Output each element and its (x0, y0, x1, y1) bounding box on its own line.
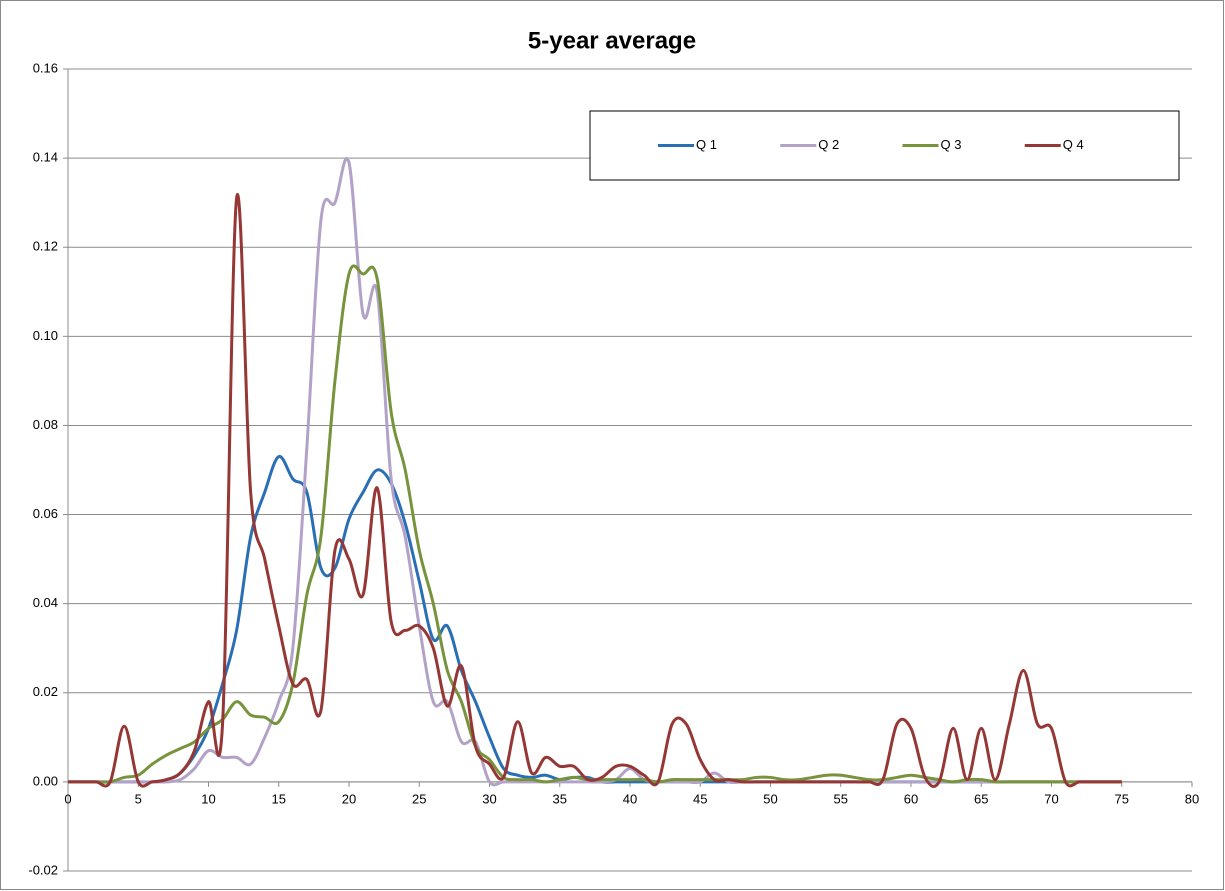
legend-label: Q 1 (696, 137, 717, 152)
x-tick-label: 15 (272, 791, 286, 806)
x-tick-label: 35 (553, 791, 567, 806)
x-tick-label: 80 (1185, 791, 1199, 806)
x-tick-label: 75 (1115, 791, 1129, 806)
x-tick-label: 60 (904, 791, 918, 806)
y-tick-label: 0.02 (33, 684, 58, 699)
y-tick-label: 0.16 (33, 60, 58, 75)
y-tick-label: 0.00 (33, 773, 58, 788)
y-tick-label: 0.08 (33, 417, 58, 432)
legend-label: Q 4 (1063, 137, 1084, 152)
y-tick-label: 0.14 (33, 150, 58, 165)
x-tick-label: 30 (482, 791, 496, 806)
x-tick-label: 5 (135, 791, 142, 806)
legend-label: Q 3 (941, 137, 962, 152)
x-tick-label: 40 (623, 791, 637, 806)
x-tick-label: 20 (342, 791, 356, 806)
x-tick-label: 10 (201, 791, 215, 806)
line-series (67, 193, 1122, 788)
x-tick-label: 55 (834, 791, 848, 806)
y-tick-label: 0.12 (33, 239, 58, 254)
y-tick-label: 0.06 (33, 506, 58, 521)
x-tick-label: 25 (412, 791, 426, 806)
x-tick-label: 0 (64, 791, 71, 806)
y-tick-label: -0.02 (28, 862, 58, 877)
x-tick-label: 50 (763, 791, 777, 806)
x-tick-label: 65 (974, 791, 988, 806)
chart-title: 5-year average (528, 27, 696, 54)
x-tick-label: 70 (1044, 791, 1058, 806)
x-tick-label: 45 (693, 791, 707, 806)
y-tick-label: 0.04 (33, 595, 58, 610)
y-tick-label: 0.10 (33, 328, 58, 343)
legend-label: Q 2 (818, 137, 839, 152)
